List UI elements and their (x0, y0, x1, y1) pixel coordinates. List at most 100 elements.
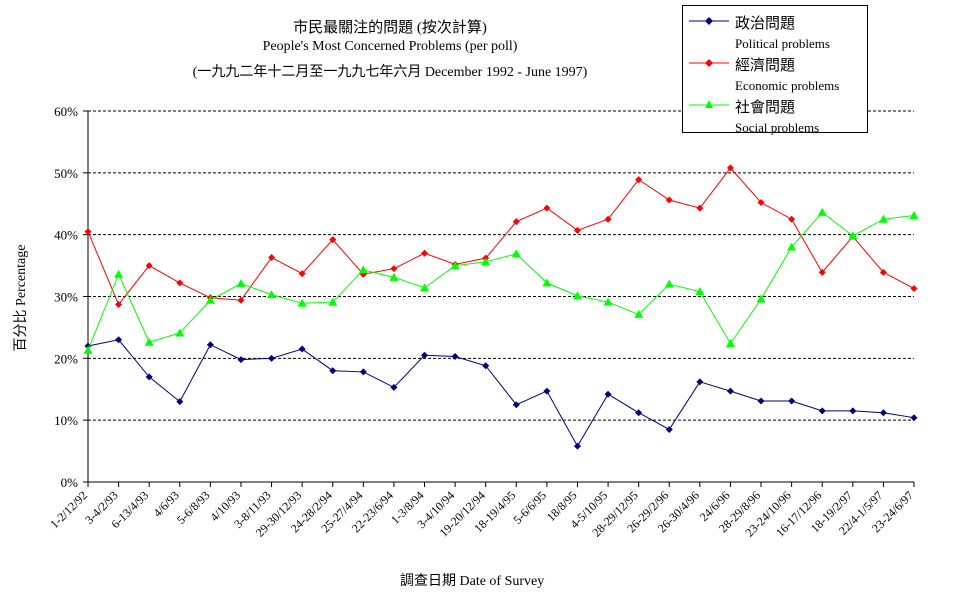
data-point (635, 176, 643, 184)
data-point (205, 295, 215, 304)
legend-swatch-social (689, 100, 729, 108)
data-point (329, 236, 337, 244)
data-point (206, 341, 214, 349)
y-tick-label: 20% (54, 351, 78, 366)
data-point (328, 297, 338, 306)
x-tick-label: 5-6/6/95 (510, 488, 549, 527)
x-tick-label: 1-2/12/92 (47, 488, 90, 531)
data-point (236, 279, 246, 288)
y-tick-labels: 0% 10% 20% 30% 40% 50% 60% (54, 104, 78, 490)
x-axis-label: 調查日期 Date of Survey (400, 574, 545, 589)
data-point (175, 328, 185, 337)
legend-item-economic: 經濟問題 Economic problems (683, 52, 869, 93)
y-tick-label: 60% (54, 104, 78, 119)
data-point (176, 398, 184, 406)
data-point (268, 254, 276, 262)
data-point (757, 199, 765, 207)
legend-label: 政治問題 (735, 16, 796, 32)
data-point (788, 397, 796, 405)
data-point (910, 414, 918, 422)
data-point (389, 272, 399, 281)
data-point (818, 407, 826, 415)
data-point (664, 279, 674, 288)
data-point (145, 262, 153, 270)
data-point (359, 368, 367, 376)
series-line (87, 167, 915, 306)
data-point (237, 296, 245, 304)
data-point (176, 279, 184, 287)
y-tick-label: 10% (54, 413, 78, 428)
y-axis-label: 百分比 Percentage (14, 244, 29, 352)
data-point (451, 352, 459, 360)
y-tick-label: 30% (54, 290, 78, 305)
data-point (879, 268, 887, 276)
data-point (725, 338, 735, 347)
chart-title-english: People's Most Concerned Problems (per po… (262, 39, 518, 54)
data-point (635, 409, 643, 417)
data-point (848, 231, 858, 240)
data-point (420, 283, 430, 292)
data-point (83, 345, 93, 354)
data-point (910, 284, 918, 292)
data-point (878, 214, 888, 223)
data-point (849, 407, 857, 415)
data-point (267, 290, 277, 299)
chart-subtitle: (一九九二年十二月至一九九七年六月 December 1992 - June 1… (192, 65, 588, 80)
data-point (421, 249, 429, 257)
legend-item-social: 社會問題 Social problems (683, 94, 869, 135)
series (83, 164, 919, 450)
data-point (482, 362, 490, 370)
data-point (665, 196, 673, 204)
data-point (879, 409, 887, 417)
legend-label-english: Political problems (735, 36, 830, 51)
grid-lines (88, 110, 914, 421)
data-point (512, 401, 520, 409)
data-point (603, 297, 613, 306)
data-point (390, 265, 398, 273)
series-0 (84, 336, 918, 450)
data-point (696, 204, 704, 212)
legend-item-political: 政治問題 Political problems (683, 10, 869, 51)
data-point (358, 265, 368, 274)
data-point (298, 345, 306, 353)
legend: 政治問題 Political problems 經濟問題 Economic pr… (682, 5, 869, 135)
data-point (634, 309, 644, 318)
data-point (909, 210, 919, 219)
y-tick-label: 0% (61, 475, 79, 490)
data-point (696, 378, 704, 386)
data-point (695, 287, 705, 296)
series-2 (83, 207, 919, 354)
y-tick-label: 40% (54, 228, 78, 243)
data-point (297, 298, 307, 307)
series-1 (84, 164, 918, 309)
axes (83, 110, 915, 487)
data-point (756, 294, 766, 303)
data-point (817, 207, 827, 216)
data-point (481, 257, 491, 266)
data-point (84, 228, 92, 236)
data-point (604, 215, 612, 223)
data-point (298, 270, 306, 278)
data-point (511, 249, 521, 258)
legend-label: 社會問題 (735, 100, 796, 116)
x-tick-labels: 1-2/12/923-4/2/936-13/4/93 4/6/935-6/8/93… (47, 488, 916, 539)
legend-label-english: Economic problems (735, 78, 840, 93)
data-point (573, 226, 581, 234)
data-point (421, 351, 429, 359)
data-point (788, 215, 796, 223)
data-point (115, 336, 123, 344)
x-tick-label: 5-6/8/93 (174, 488, 213, 527)
data-point (543, 387, 551, 395)
data-point (450, 261, 460, 270)
legend-label-english: Social problems (735, 120, 820, 135)
data-point (665, 425, 673, 433)
data-point (237, 356, 245, 364)
data-point (757, 397, 765, 405)
data-point (573, 442, 581, 450)
y-tick-label: 50% (54, 166, 78, 181)
data-point (144, 337, 154, 346)
data-point (726, 164, 734, 172)
data-point (726, 387, 734, 395)
data-point (818, 268, 826, 276)
